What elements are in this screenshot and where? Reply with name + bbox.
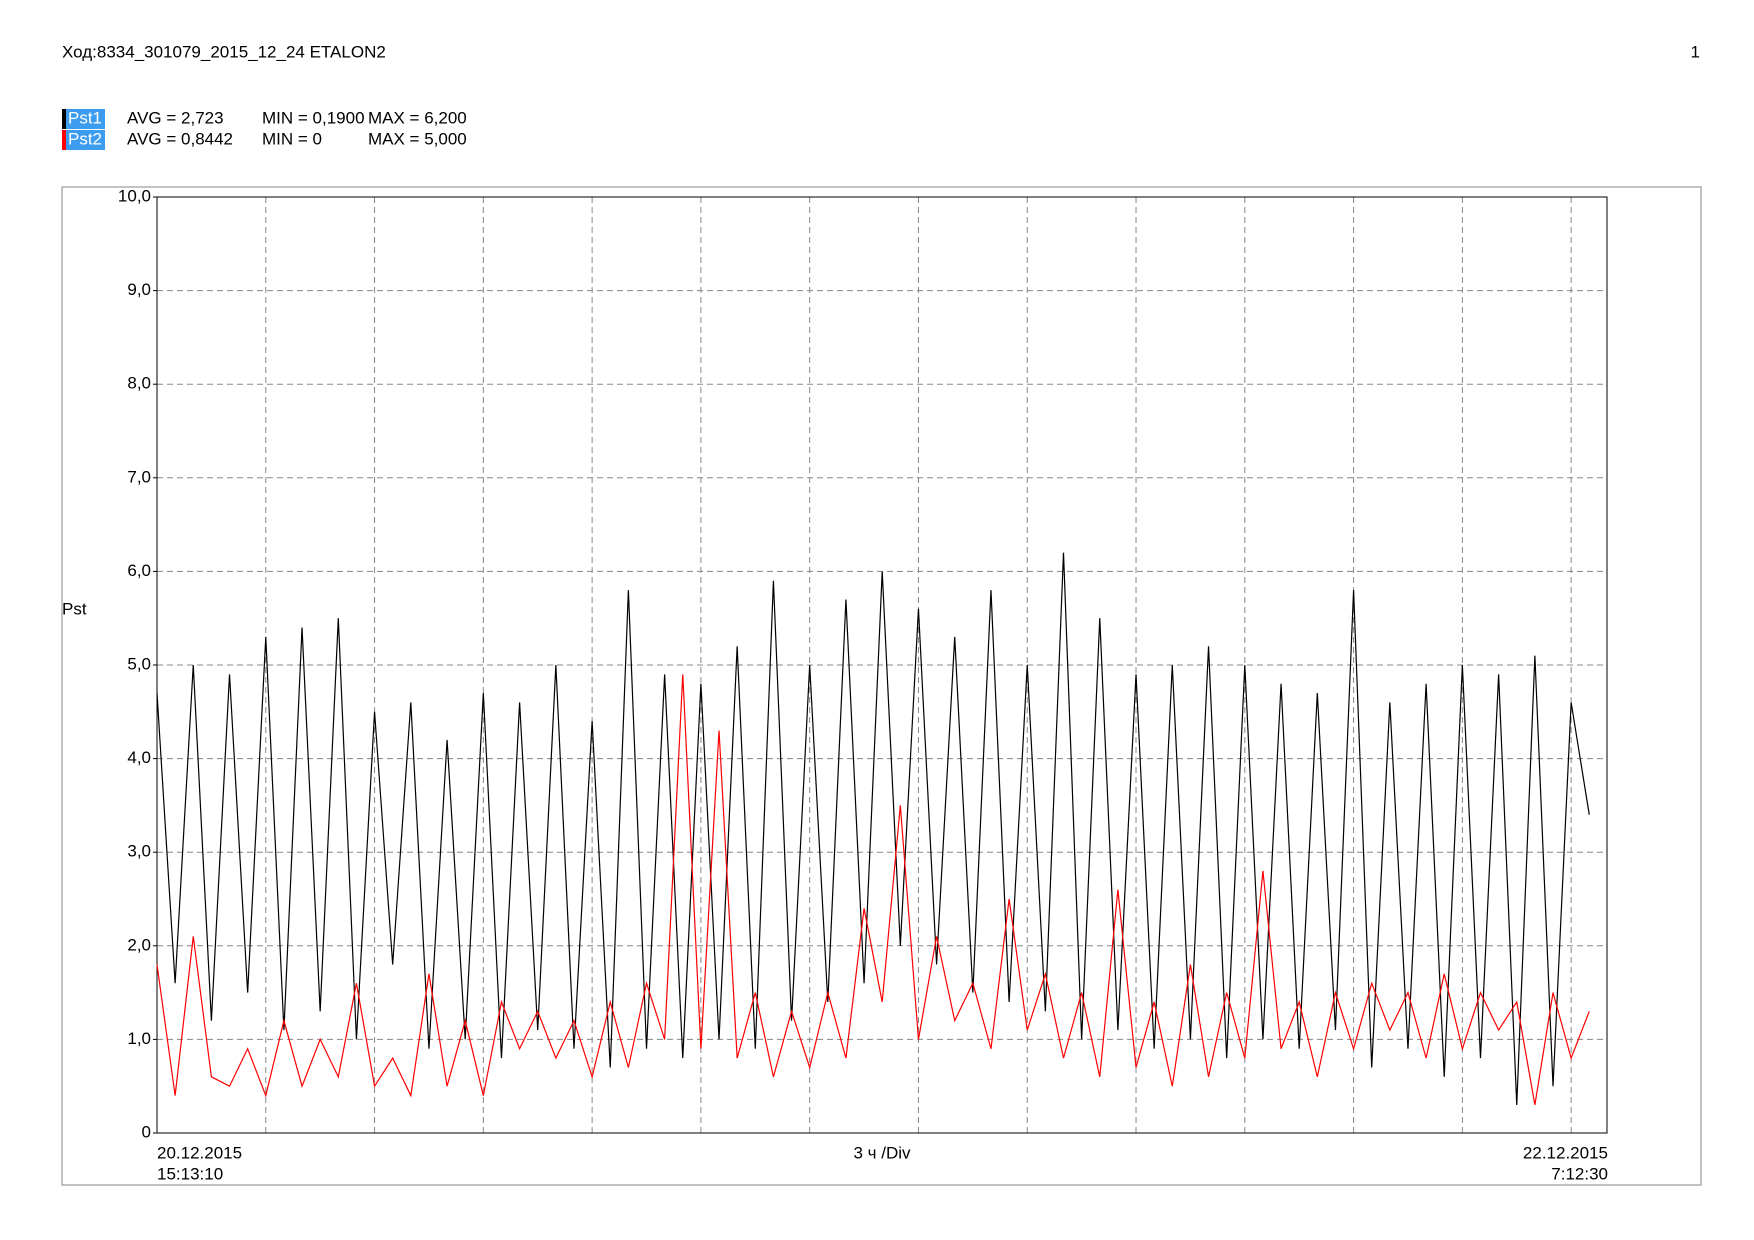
series-line: [156, 674, 1590, 1106]
x-end-time: 7:12:30: [1551, 1164, 1608, 1183]
y-tick-label: 0: [142, 1122, 151, 1141]
x-start-time: 15:13:10: [157, 1164, 223, 1183]
y-axis-label: Pst: [62, 599, 87, 618]
x-start-date: 20.12.2015: [157, 1143, 242, 1162]
legend-label: Pst2: [68, 129, 102, 148]
x-division: 3 ч /Div: [853, 1143, 911, 1162]
legend-badge: [62, 109, 105, 129]
legend-stat: MAX = 6,200: [368, 108, 467, 127]
legend-swatch: [62, 109, 66, 129]
legend-stat: MIN = 0,1900: [262, 108, 365, 127]
legend-stat: AVG = 0,8442: [127, 129, 233, 148]
legend-stat: MIN = 0: [262, 129, 322, 148]
legend-stat: AVG = 2,723: [127, 108, 224, 127]
page-number: 1: [1691, 42, 1700, 61]
y-tick-label: 6,0: [127, 561, 151, 580]
y-tick-label: 10,0: [118, 186, 151, 205]
plot-area: [156, 196, 1608, 1134]
y-tick-label: 7,0: [127, 467, 151, 486]
header-title: Ход:8334_301079_2015_12_24 ETALON2: [62, 42, 386, 61]
legend-stat: MAX = 5,000: [368, 129, 467, 148]
legend-swatch: [62, 130, 66, 150]
y-tick-label: 8,0: [127, 374, 151, 393]
y-tick-label: 2,0: [127, 935, 151, 954]
legend-badge: [62, 130, 105, 150]
series-line: [156, 552, 1590, 1105]
y-tick-label: 5,0: [127, 654, 151, 673]
y-tick-label: 4,0: [127, 748, 151, 767]
frame: [61, 186, 1702, 1186]
legend-label: Pst1: [68, 108, 102, 127]
x-end-date: 22.12.2015: [1523, 1143, 1608, 1162]
y-tick-label: 3,0: [127, 842, 151, 861]
y-tick-label: 9,0: [127, 280, 151, 299]
y-tick-label: 1,0: [127, 1029, 151, 1048]
